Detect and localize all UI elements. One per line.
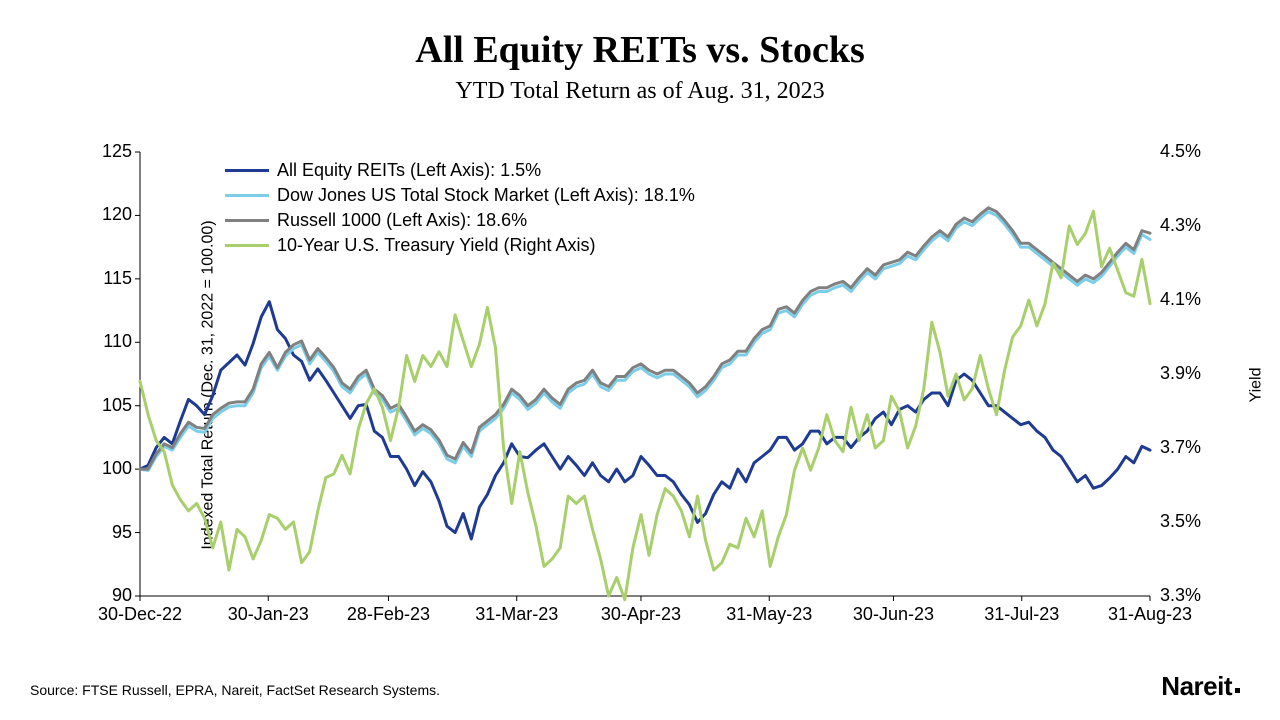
legend-swatch-dow bbox=[225, 194, 269, 198]
x-tick-label: 30-Jan-23 bbox=[213, 604, 323, 625]
x-tick-label: 30-Jun-23 bbox=[838, 604, 948, 625]
legend-swatch-reits bbox=[225, 169, 269, 173]
left-tick-label: 110 bbox=[84, 331, 132, 352]
left-tick-label: 105 bbox=[84, 395, 132, 416]
source-text: Source: FTSE Russell, EPRA, Nareit, Fact… bbox=[30, 682, 440, 698]
legend-row-treasury: 10-Year U.S. Treasury Yield (Right Axis) bbox=[225, 235, 695, 256]
left-tick-label: 95 bbox=[84, 522, 132, 543]
right-tick-label: 3.9% bbox=[1160, 363, 1201, 384]
series-reits bbox=[140, 302, 1150, 539]
left-tick-label: 125 bbox=[84, 141, 132, 162]
legend-label-russell: Russell 1000 (Left Axis): 18.6% bbox=[277, 210, 527, 231]
x-tick-label: 31-Aug-23 bbox=[1095, 604, 1205, 625]
legend-label-treasury: 10-Year U.S. Treasury Yield (Right Axis) bbox=[277, 235, 595, 256]
right-tick-label: 3.5% bbox=[1160, 511, 1201, 532]
chart-title: All Equity REITs vs. Stocks bbox=[0, 28, 1280, 72]
legend-row-russell: Russell 1000 (Left Axis): 18.6% bbox=[225, 210, 695, 231]
x-tick-label: 31-Mar-23 bbox=[462, 604, 572, 625]
legend-row-dow: Dow Jones US Total Stock Market (Left Ax… bbox=[225, 185, 695, 206]
x-tick-label: 31-May-23 bbox=[714, 604, 824, 625]
legend: All Equity REITs (Left Axis): 1.5% Dow Jo… bbox=[225, 160, 695, 260]
series-treasury bbox=[140, 211, 1150, 600]
nareit-logo: Nareit bbox=[1161, 671, 1240, 702]
chart-subtitle: YTD Total Return as of Aug. 31, 2023 bbox=[0, 78, 1280, 105]
right-tick-label: 4.5% bbox=[1160, 141, 1201, 162]
legend-swatch-treasury bbox=[225, 244, 269, 248]
legend-label-reits: All Equity REITs (Left Axis): 1.5% bbox=[277, 160, 541, 181]
legend-label-dow: Dow Jones US Total Stock Market (Left Ax… bbox=[277, 185, 695, 206]
legend-row-reits: All Equity REITs (Left Axis): 1.5% bbox=[225, 160, 695, 181]
left-tick-label: 90 bbox=[84, 585, 132, 606]
left-tick-label: 120 bbox=[84, 204, 132, 225]
right-axis-title: Yield bbox=[1239, 140, 1274, 630]
right-tick-label: 4.3% bbox=[1160, 215, 1201, 236]
right-tick-label: 4.1% bbox=[1160, 289, 1201, 310]
x-tick-label: 30-Apr-23 bbox=[586, 604, 696, 625]
left-tick-label: 115 bbox=[84, 268, 132, 289]
left-tick-label: 100 bbox=[84, 458, 132, 479]
right-tick-label: 3.3% bbox=[1160, 585, 1201, 606]
right-tick-label: 3.7% bbox=[1160, 437, 1201, 458]
x-tick-label: 28-Feb-23 bbox=[333, 604, 443, 625]
x-tick-label: 31-Jul-23 bbox=[967, 604, 1077, 625]
x-tick-label: 30-Dec-22 bbox=[85, 604, 195, 625]
chart-container: { "title": "All Equity REITs vs. Stocks"… bbox=[0, 0, 1280, 720]
legend-swatch-russell bbox=[225, 219, 269, 223]
